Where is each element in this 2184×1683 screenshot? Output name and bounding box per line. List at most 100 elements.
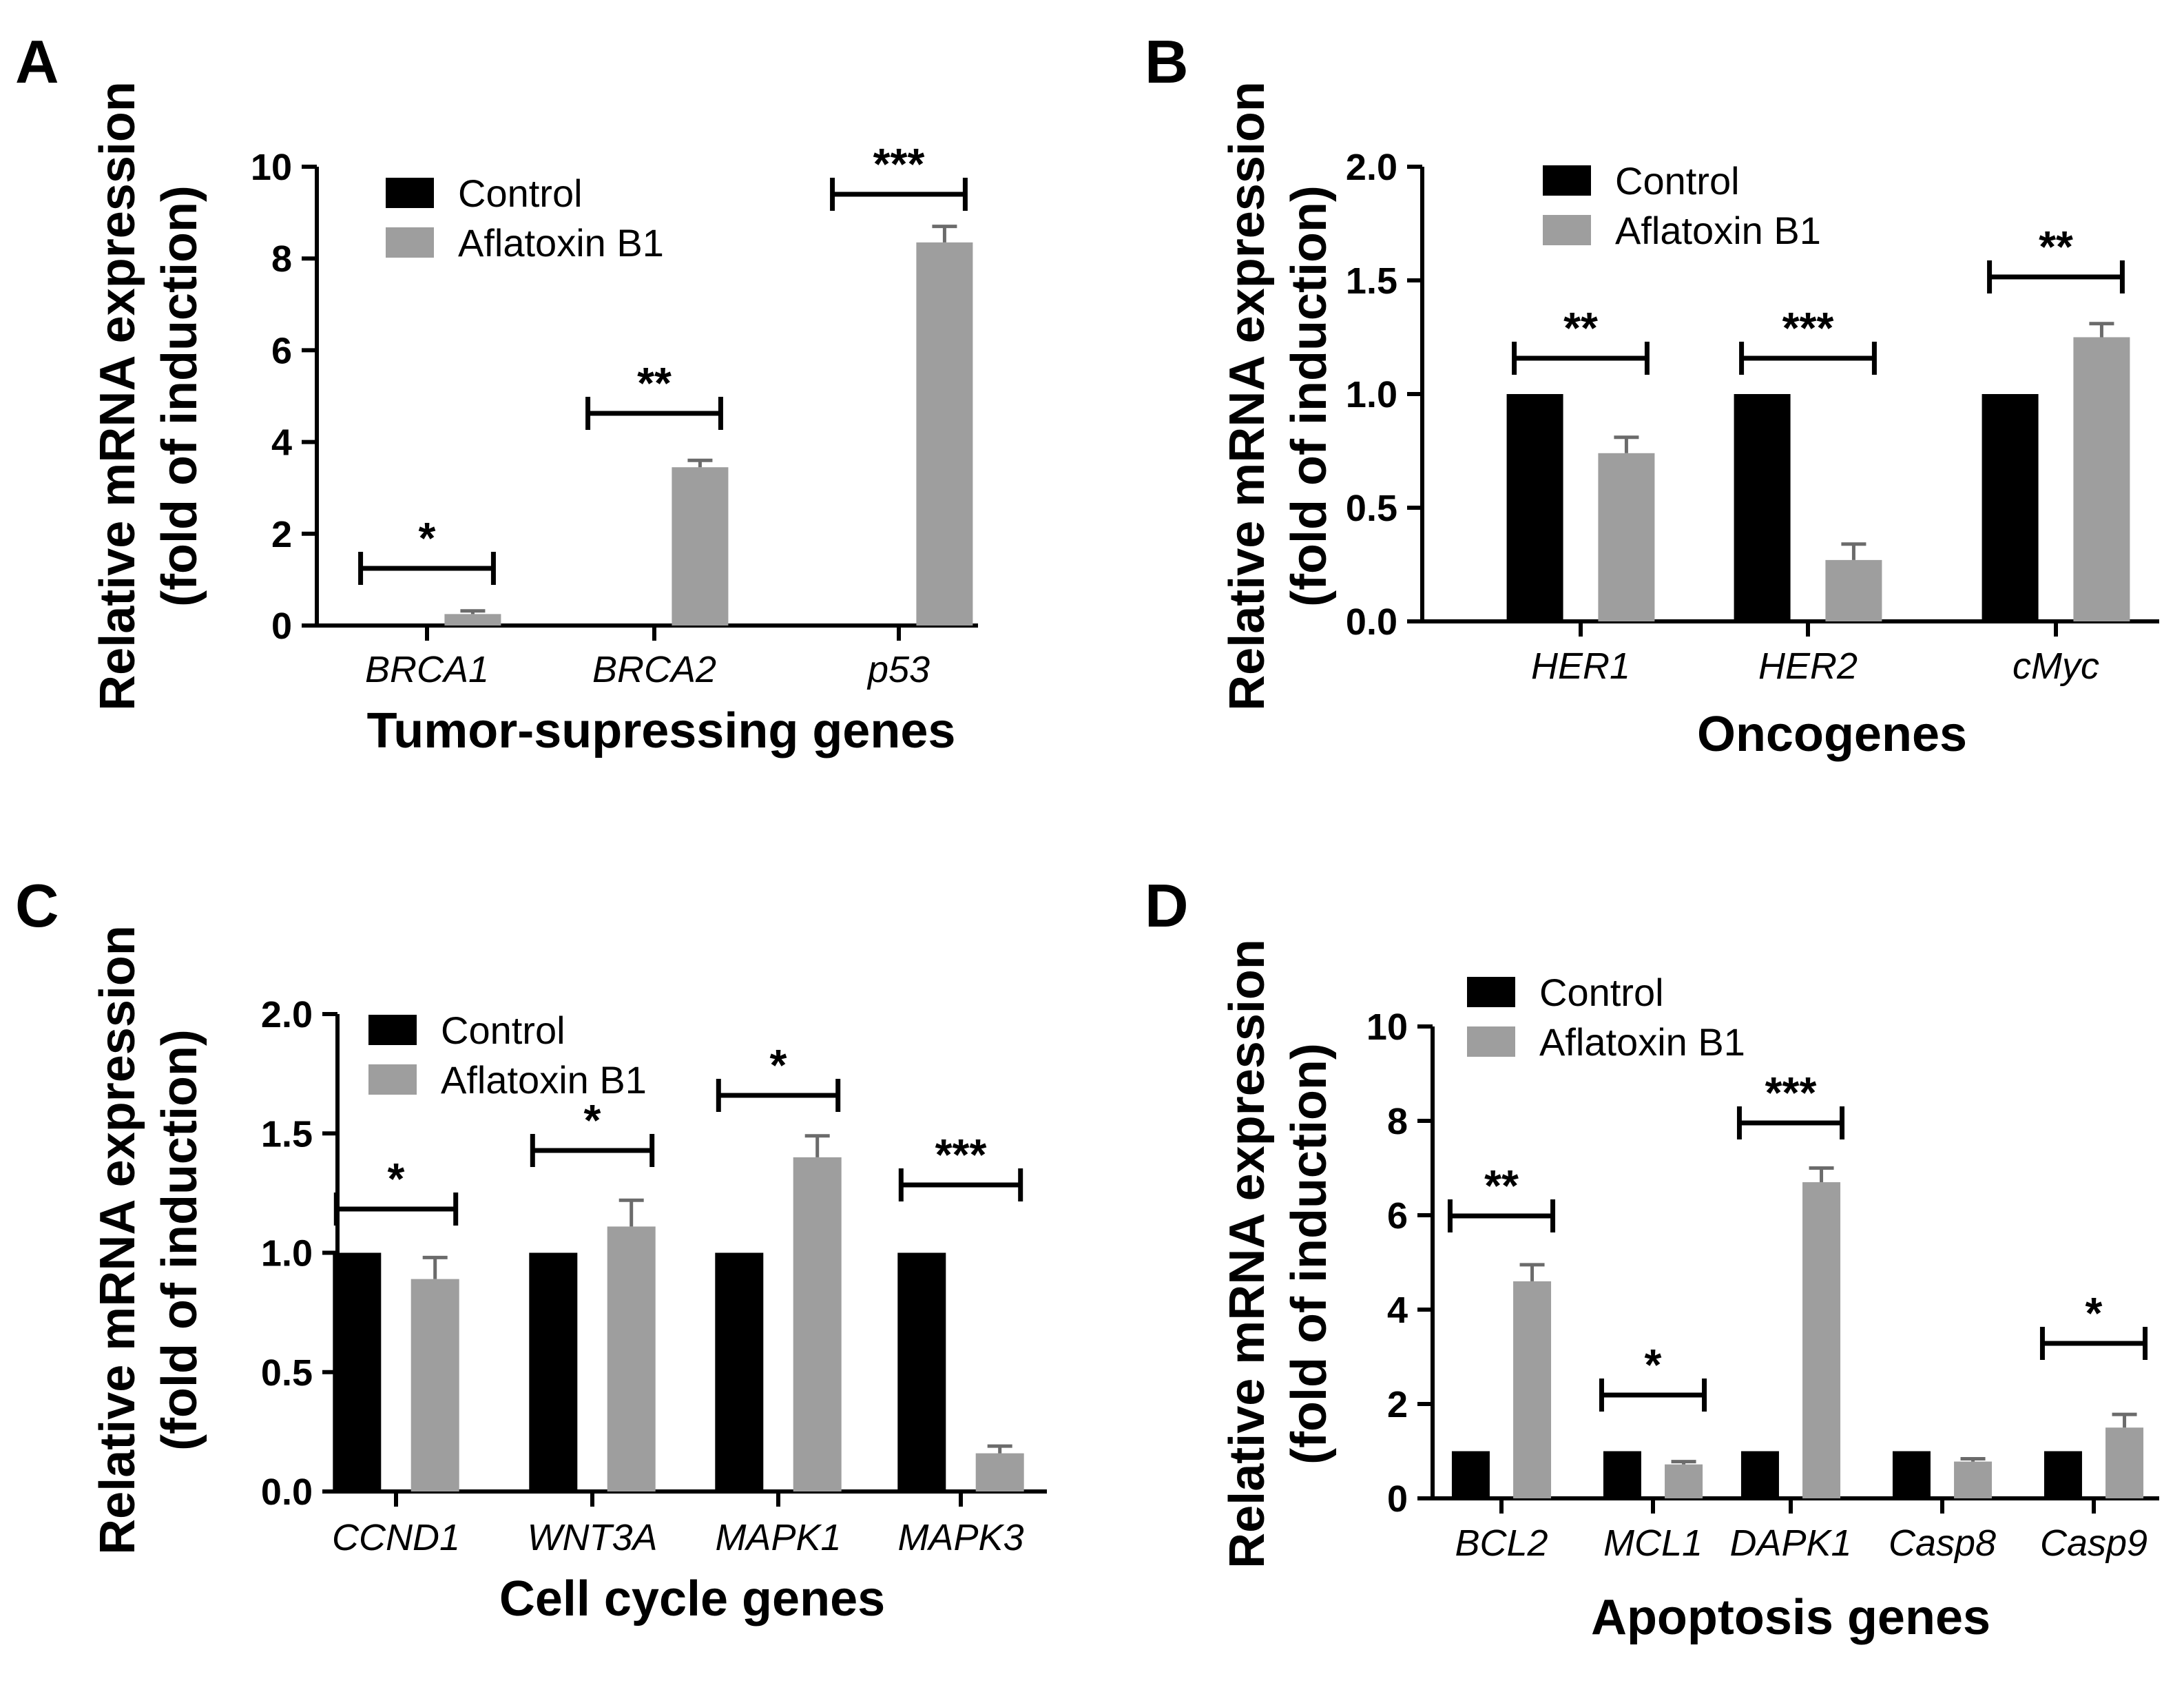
y-tick-label: 4 [271, 422, 292, 464]
y-tick-label: 0 [271, 606, 292, 647]
y-tick-label: 4 [1387, 1290, 1408, 1331]
y-tick-label: 0 [1387, 1478, 1408, 1520]
significance-label: * [2086, 1288, 2103, 1338]
bar-control [333, 1252, 382, 1491]
panel-B: B Relative mRNA expression (fold of induct… [1145, 28, 2159, 762]
bar-aflatoxin [1513, 1281, 1552, 1498]
x-tick-label: MAPK3 [897, 1517, 1023, 1558]
bar-aflatoxin [410, 1279, 459, 1491]
bar-control [1892, 1451, 1931, 1498]
legend-swatch [386, 227, 434, 258]
bar-aflatoxin [1802, 1182, 1841, 1498]
x-tick-label: Casp9 [2040, 1522, 2147, 1564]
panel-letter: D [1145, 871, 1189, 940]
bar-control [897, 1252, 946, 1491]
significance-label: ** [637, 358, 672, 408]
legend-swatch [1543, 215, 1591, 245]
significance-label: ** [1484, 1161, 1519, 1210]
x-tick-label: WNT3A [528, 1517, 658, 1558]
bar-aflatoxin [672, 467, 729, 626]
x-axis-title: Tumor-supressing genes [367, 703, 956, 758]
significance-label: *** [935, 1130, 987, 1179]
legend-label: Aflatoxin B1 [458, 221, 664, 265]
panel-C: C Relative mRNA expression (fold of induct… [15, 871, 1047, 1627]
y-tick-label: 2.0 [1346, 147, 1397, 188]
significance-label: *** [1782, 303, 1834, 353]
significance-label: * [584, 1095, 601, 1145]
y-tick-label: 1.5 [261, 1113, 313, 1155]
legend-swatch [368, 1064, 417, 1095]
y-axis-label-line1: Relative mRNA expression [1220, 939, 1275, 1569]
y-tick-label: 2 [271, 514, 292, 555]
bar-control [529, 1252, 578, 1491]
significance-label: * [388, 1154, 405, 1204]
x-tick-label: Casp8 [1889, 1522, 1996, 1564]
y-tick-label: 1.0 [1346, 374, 1397, 415]
significance-label: ** [1563, 303, 1598, 353]
legend-swatch [1543, 165, 1591, 196]
significance-label: * [770, 1040, 787, 1090]
y-tick-label: 10 [1366, 1006, 1408, 1048]
y-tick-label: 0.0 [1346, 601, 1397, 643]
significance-label: *** [1765, 1068, 1817, 1117]
bar-control [715, 1252, 764, 1491]
bar-control [1740, 1451, 1779, 1498]
bar-aflatoxin [1665, 1464, 1703, 1498]
y-tick-label: 8 [1387, 1101, 1408, 1142]
panel-letter: C [15, 871, 59, 940]
bar-aflatoxin [2073, 337, 2130, 621]
y-tick-label: 8 [271, 238, 292, 280]
bar-control [1603, 1451, 1641, 1498]
x-tick-label: CCND1 [332, 1517, 460, 1558]
y-axis-label-line1: Relative mRNA expression [1220, 81, 1275, 711]
y-axis-label-line2: (fold of induction) [1282, 185, 1337, 607]
bar-aflatoxin [444, 614, 501, 626]
x-axis-title: Apoptosis genes [1591, 1590, 1990, 1645]
x-tick-label: HER2 [1758, 646, 1858, 687]
legend-swatch [1467, 1026, 1515, 1057]
bar-control [1982, 394, 2039, 621]
y-tick-label: 1.5 [1346, 260, 1397, 302]
bar-aflatoxin [2105, 1427, 2144, 1498]
legend-label: Aflatoxin B1 [441, 1058, 647, 1102]
legend-swatch [368, 1015, 417, 1045]
y-tick-label: 1.0 [261, 1233, 313, 1274]
panel-letter: A [15, 28, 59, 96]
significance-label: ** [2039, 222, 2073, 271]
x-tick-label: p53 [866, 649, 930, 690]
significance-label: *** [873, 139, 925, 189]
legend-label: Aflatoxin B1 [1615, 209, 1821, 252]
x-axis-title: Cell cycle genes [499, 1571, 885, 1627]
x-axis-title: Oncogenes [1697, 707, 1967, 762]
y-axis-label-line2: (fold of induction) [1282, 1043, 1337, 1465]
panel-A: A Relative mRNA expression (fold of induct… [15, 28, 978, 758]
x-tick-label: BRCA1 [365, 649, 489, 690]
x-tick-label: MCL1 [1603, 1522, 1703, 1564]
panel-letter: B [1145, 28, 1189, 96]
bar-aflatoxin [1954, 1461, 1993, 1498]
legend-label: Control [458, 172, 583, 215]
y-tick-label: 2 [1387, 1384, 1408, 1425]
bar-aflatoxin [793, 1157, 842, 1491]
legend-label: Control [1615, 159, 1740, 203]
panel-D: D Relative mRNA expression (fold of induct… [1145, 871, 2159, 1645]
legend-label: Control [1539, 971, 1664, 1014]
bar-aflatoxin [607, 1226, 656, 1491]
x-tick-label: cMyc [2013, 646, 2099, 687]
x-tick-label: DAPK1 [1729, 1522, 1851, 1564]
x-tick-label: BCL2 [1455, 1522, 1548, 1564]
y-tick-label: 6 [271, 330, 292, 371]
x-tick-label: HER1 [1531, 646, 1630, 687]
bar-aflatoxin [975, 1453, 1024, 1491]
bar-control [1506, 394, 1563, 621]
y-tick-label: 6 [1387, 1195, 1408, 1237]
bar-aflatoxin [1825, 559, 1882, 621]
y-tick-label: 0.5 [261, 1352, 313, 1394]
x-tick-label: MAPK1 [715, 1517, 841, 1558]
bar-aflatoxin [916, 242, 973, 626]
bar-control [1734, 394, 1791, 621]
significance-label: * [419, 513, 436, 563]
y-axis-label-line2: (fold of induction) [152, 185, 207, 607]
x-tick-label: BRCA2 [592, 649, 716, 690]
